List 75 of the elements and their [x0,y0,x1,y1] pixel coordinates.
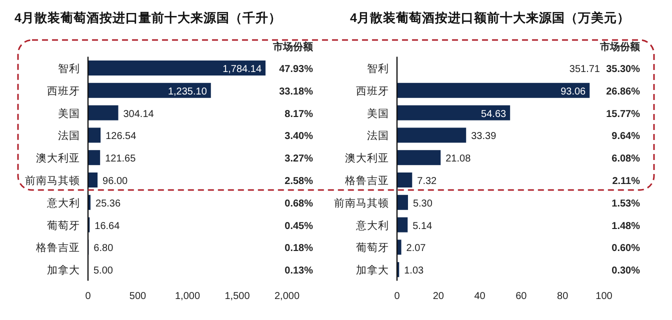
y-tick-label: 澳大利亚 [345,152,389,165]
data-label: 33.39 [471,131,497,142]
annotation: 3.27% [284,154,314,165]
data-label: 1,235.10 [168,86,208,98]
x-tick-label: 60 [516,291,528,302]
y-tick-label: 格鲁吉亚 [344,174,389,187]
data-label: 1.03 [404,266,424,277]
data-label: 25.36 [96,198,121,210]
x-tick-label: 40 [474,291,486,302]
chart-title: 4月散装葡萄酒按进口量前十大来源国（千升） [14,10,282,25]
y-tick-label: 澳大利亚 [36,152,80,165]
text: 0.60% [612,243,640,254]
y-tick-label: 西班牙 [356,84,389,98]
x-tick-label: 80 [557,291,569,302]
annotation: 2.58% [284,176,314,187]
data-label: 126.54 [106,131,137,142]
annotation: 0.13% [284,266,314,277]
data-label: 5.30 [412,198,433,210]
y-tick-label: 智利 [367,62,389,75]
text: 2.11% [612,176,640,187]
y-tick-label: 意大利 [355,218,389,232]
x-tick-label: 500 [129,291,147,302]
y-tick-label: 法国 [58,129,80,142]
text: 15.77% [606,108,640,120]
x-tick-label: 0 [85,291,92,302]
y-tick-label: 美国 [367,106,389,120]
text: 市场份额 [599,41,641,53]
text: 35.30% [606,64,640,75]
text: 26.86% [606,86,640,98]
text: 1.53% [612,198,640,210]
x-tick-label: 1,500 [224,291,250,302]
y-tick-label: 前南马其顿 [334,196,389,210]
data-label: 16.64 [94,220,120,232]
annotation: 33.18% [279,86,314,98]
data-label: 7.32 [417,176,438,187]
y-tick-label: 前南马其顿 [25,174,80,187]
y-tick-label: 法国 [367,129,389,142]
x-tick-label: 1,000 [174,291,200,302]
text: 0.30% [612,266,640,277]
y-tick-label: 意大利 [46,196,80,210]
data-label: 2.07 [406,243,426,254]
annotation: 47.93% [279,64,314,75]
annotation: 8.17% [284,108,314,120]
annotation: 0.68% [284,198,314,210]
annotation: 0.45% [284,220,314,232]
data-label: 304.14 [123,108,154,120]
data-label: 93.06 [560,86,586,98]
x-tick-label: 20 [432,291,444,302]
data-label: 1,784.14 [222,64,262,75]
x-tick-label: 0 [394,291,400,302]
y-tick-label: 葡萄牙 [356,241,389,254]
text: 6.08% [612,154,640,165]
y-tick-label: 美国 [58,106,80,120]
x-tick-label: 2,000 [274,291,300,302]
data-label: 96.00 [102,176,128,187]
y-tick-label: 西班牙 [47,84,80,98]
text: 351.71 [569,64,600,75]
text: 市场份额 [272,41,314,53]
y-tick-label: 加拿大 [47,264,80,277]
chart-title: 4月散装葡萄酒按进口额前十大来源国（万美元） [350,10,630,25]
data-label: 5.00 [93,266,114,277]
y-tick-label: 加拿大 [356,264,389,277]
data-label: 21.08 [446,154,472,165]
annotation: 0.18% [284,243,314,254]
data-label: 54.63 [481,108,507,120]
x-tick-label: 100 [596,291,613,302]
text: 9.64% [612,131,640,142]
data-label: 6.80 [94,243,114,254]
text: 1.48% [612,220,640,232]
data-label: 5.14 [412,220,433,232]
data-label: 121.65 [105,154,136,165]
y-tick-label: 智利 [58,62,80,75]
y-tick-label: 格鲁吉亚 [35,241,80,254]
annotation: 3.40% [284,131,314,142]
y-tick-label: 葡萄牙 [47,218,80,232]
